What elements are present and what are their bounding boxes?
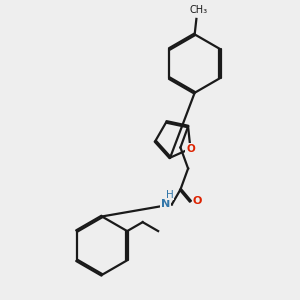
Text: CH₃: CH₃ xyxy=(189,5,207,15)
Text: O: O xyxy=(193,196,202,206)
Text: O: O xyxy=(186,144,195,154)
Text: H: H xyxy=(166,190,174,200)
Text: N: N xyxy=(161,200,170,209)
